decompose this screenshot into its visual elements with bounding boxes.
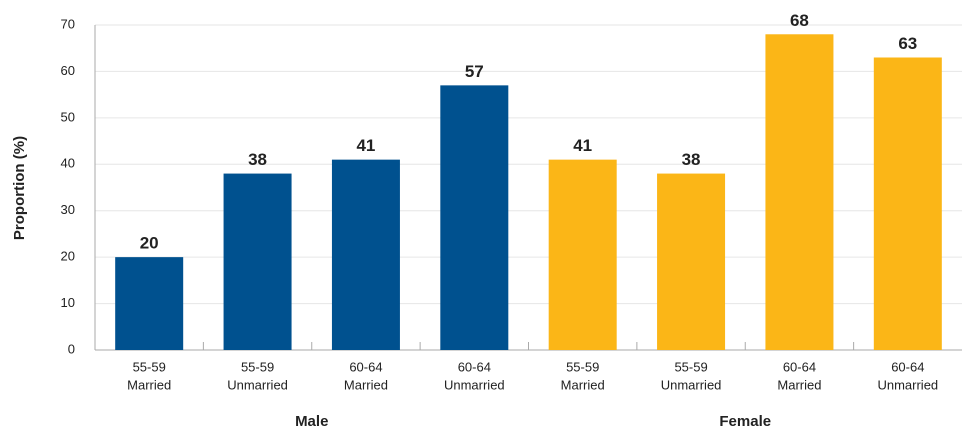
data-label: 41 xyxy=(356,136,375,155)
bar xyxy=(765,34,834,351)
x-tick-label: 60-64 xyxy=(458,359,491,374)
bar xyxy=(440,85,509,350)
x-tick-label: Married xyxy=(777,377,821,392)
y-tick-label: 0 xyxy=(68,341,75,356)
y-tick-label: 70 xyxy=(61,16,75,31)
data-label: 63 xyxy=(898,34,917,53)
group-label: Male xyxy=(295,413,328,430)
y-tick-label: 10 xyxy=(61,295,75,310)
y-axis-label: Proportion (%) xyxy=(11,136,28,240)
x-tick-label: 55-59 xyxy=(133,359,166,374)
bar xyxy=(223,173,292,350)
x-tick-label: 55-59 xyxy=(674,359,707,374)
bar xyxy=(657,173,726,350)
data-label: 68 xyxy=(790,11,809,30)
data-label: 57 xyxy=(465,62,484,81)
bar xyxy=(115,257,184,350)
x-tick-label: 60-64 xyxy=(783,359,816,374)
x-tick-label: Married xyxy=(127,377,171,392)
x-tick-label: 55-59 xyxy=(566,359,599,374)
x-tick-label: Married xyxy=(344,377,388,392)
y-tick-label: 30 xyxy=(61,202,75,217)
bar xyxy=(873,57,942,350)
x-tick-label: Unmarried xyxy=(877,377,938,392)
data-label: 38 xyxy=(248,150,267,169)
y-tick-label: 40 xyxy=(61,156,75,171)
data-label: 38 xyxy=(682,150,701,169)
bar xyxy=(548,159,617,350)
x-tick-label: 55-59 xyxy=(241,359,274,374)
x-tick-label: Married xyxy=(561,377,605,392)
bar xyxy=(331,159,400,350)
x-tick-label: 60-64 xyxy=(891,359,924,374)
x-tick-label: Unmarried xyxy=(227,377,288,392)
group-label: Female xyxy=(719,413,771,430)
x-tick-label: Unmarried xyxy=(444,377,505,392)
x-tick-label: Unmarried xyxy=(661,377,722,392)
x-tick-label: 60-64 xyxy=(349,359,382,374)
y-tick-label: 50 xyxy=(61,109,75,124)
y-tick-label: 60 xyxy=(61,63,75,78)
data-label: 41 xyxy=(573,136,592,155)
data-label: 20 xyxy=(140,234,159,253)
y-tick-label: 20 xyxy=(61,249,75,264)
